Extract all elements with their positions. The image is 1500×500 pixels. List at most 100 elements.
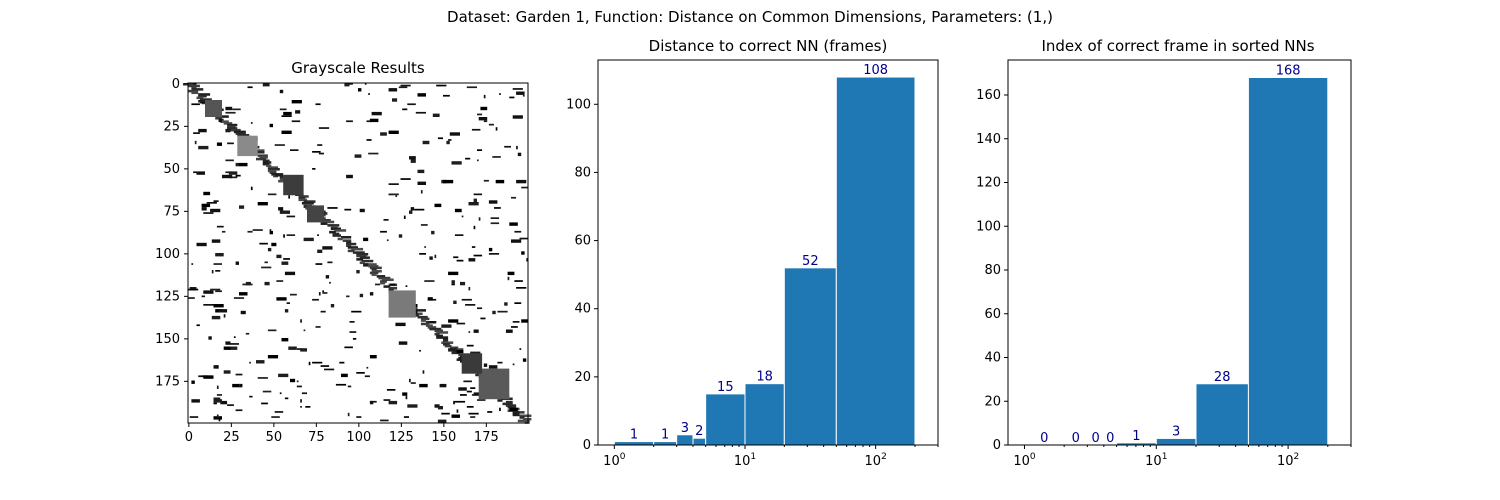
heatmap-cell (239, 292, 248, 296)
heatmap-y-tick-label: 0 (172, 77, 180, 92)
heatmap-diagonal-cell (235, 132, 246, 135)
heatmap-cell (516, 145, 518, 150)
heatmap-cell (509, 222, 518, 226)
distance-histogram-bar-label: 52 (802, 254, 819, 269)
distance-histogram-bar (744, 383, 785, 446)
heatmap-y-tick-label: 100 (155, 247, 180, 262)
heatmap-cell (193, 171, 197, 174)
heatmap-diagonal-cell (502, 402, 513, 406)
heatmap-cell (213, 402, 217, 405)
heatmap-x-tick-label: 150 (431, 430, 456, 445)
heatmap-cell (325, 275, 330, 279)
heatmap-cell (230, 343, 239, 345)
heatmap-cell (232, 108, 241, 111)
heatmap-cell (483, 179, 489, 182)
heatmap-cell (274, 411, 284, 413)
heatmap-diagonal-cell (191, 88, 204, 91)
heatmap-cell (443, 94, 450, 97)
heatmap-cell (409, 378, 411, 383)
heatmap-cell (366, 120, 372, 123)
heatmap-cell (341, 373, 348, 378)
heatmap-panel: Grayscale Results 0 25 50 75 100 125 150 175 0 25… (155, 59, 532, 445)
heatmap-diagonal-cell (434, 329, 443, 333)
heatmap-cell (512, 363, 515, 366)
heatmap-diagonal-cell (334, 229, 347, 232)
heatmap-cell (451, 414, 460, 418)
distance-histogram-x-tick-label: 100 (603, 452, 626, 469)
heatmap-cell (239, 383, 241, 388)
heatmap-cell (369, 355, 377, 359)
heatmap-cell (512, 88, 523, 90)
heatmap-cell (521, 251, 525, 255)
heatmap-cell (223, 346, 231, 350)
heatmap-cell (262, 161, 268, 165)
heatmap-cell (407, 103, 416, 106)
heatmap-cell (352, 338, 357, 340)
heatmap-cell (451, 283, 455, 286)
heatmap-cell (511, 326, 518, 328)
heatmap-diagonal-cell (436, 331, 449, 334)
heatmap-cell (267, 355, 279, 359)
heatmap-cell (497, 361, 503, 364)
heatmap-cell (473, 225, 476, 230)
heatmap-cell (191, 380, 195, 384)
heatmap-cell (419, 349, 421, 352)
distance-histogram-bar (783, 267, 837, 446)
heatmap-cell (288, 195, 290, 199)
heatmap-cell (358, 88, 362, 92)
heatmap-diagonal-cell (262, 159, 270, 163)
heatmap-cell (470, 387, 476, 389)
heatmap-cell (216, 394, 222, 396)
heatmap-cell (198, 145, 209, 150)
heatmap-cell (521, 319, 528, 323)
heatmap-cell (495, 127, 498, 131)
heatmap-cell (526, 258, 528, 262)
heatmap-cell (351, 310, 362, 313)
distance-histogram-bars (613, 76, 916, 446)
distance-histogram-bar-label: 108 (863, 63, 888, 78)
heatmap-diagonal-cell (216, 115, 229, 118)
heatmap-cell (261, 402, 268, 405)
heatmap-cell (443, 179, 454, 184)
heatmap-cell (235, 174, 241, 177)
heatmap-cell (359, 208, 365, 213)
heatmap-cell (210, 288, 221, 291)
index-histogram-title: Index of correct frame in sorted NNs (1041, 37, 1314, 55)
index-histogram-y-tick-label: 80 (984, 263, 1001, 278)
heatmap-diagonal-cell (417, 315, 428, 319)
heatmap-cell (267, 329, 277, 332)
heatmap-cell (278, 207, 284, 211)
heatmap-cell (516, 287, 527, 289)
index-histogram-bar-label: 0 (1072, 431, 1080, 446)
heatmap-cell (284, 397, 289, 400)
heatmap-cell (318, 152, 324, 155)
heatmap-cell (269, 123, 273, 128)
heatmap-diagonal-cell (378, 276, 391, 280)
distance-histogram-y-tick-label: 0 (583, 438, 591, 453)
index-histogram-x-tick-label: 102 (1277, 452, 1299, 469)
heatmap-diagonal-cell (191, 91, 199, 95)
heatmap-cell (220, 400, 228, 405)
heatmap-cell (315, 326, 321, 328)
index-histogram-bar (1247, 77, 1329, 446)
heatmap-cell (250, 186, 253, 191)
heatmap-cell (363, 237, 369, 242)
heatmap-cell (403, 416, 409, 418)
heatmap-cell (454, 234, 464, 236)
heatmap-diagonal-cell (436, 336, 449, 339)
heatmap-cell (383, 219, 389, 221)
heatmap-cell (235, 373, 243, 376)
heatmap-cell (279, 89, 284, 94)
heatmap-diagonal-cell (257, 154, 268, 157)
heatmap-cell (410, 207, 415, 211)
heatmap-cell (216, 414, 219, 418)
heatmap-cell (380, 132, 387, 136)
heatmap-cell (249, 361, 251, 364)
index-histogram-bar-label: 0 (1040, 431, 1048, 446)
heatmap-diagonal-cell (332, 232, 340, 236)
heatmap-cell (364, 83, 367, 85)
heatmap-diagonal-cell (383, 285, 391, 288)
distance-histogram-panel: Distance to correct NN (frames) 1 1 3 21518… (566, 37, 939, 469)
